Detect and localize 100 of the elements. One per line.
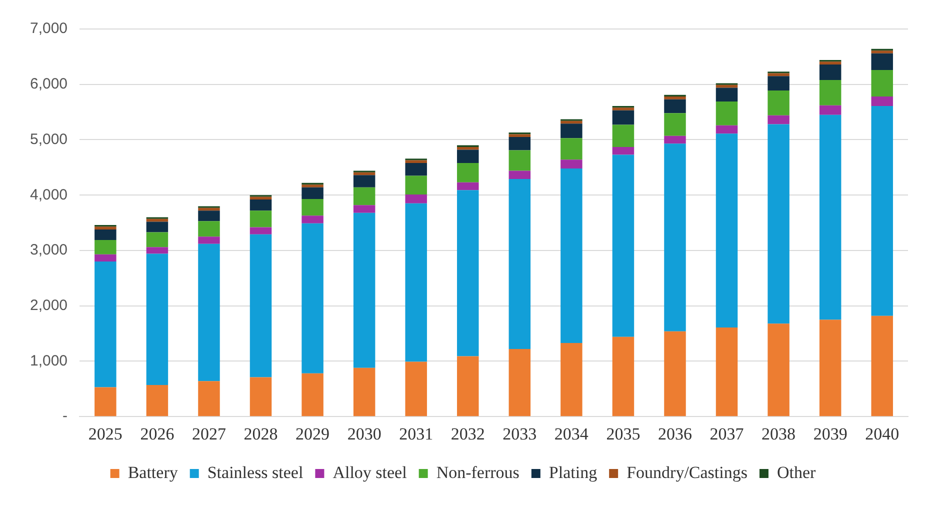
bar bbox=[250, 234, 272, 378]
bar bbox=[716, 88, 738, 102]
bar bbox=[508, 134, 531, 137]
x-tick-label: 2038 bbox=[762, 424, 796, 444]
bar bbox=[405, 163, 427, 176]
bar bbox=[198, 244, 220, 382]
bar bbox=[353, 175, 376, 188]
x-tick-label: 2034 bbox=[554, 424, 589, 444]
legend-label: Foundry/Castings bbox=[626, 462, 748, 482]
bar bbox=[560, 342, 582, 416]
x-tick-label: 2027 bbox=[192, 424, 226, 444]
bar bbox=[146, 254, 168, 386]
y-tick-label: 3,000 bbox=[30, 242, 68, 259]
bar bbox=[612, 124, 634, 147]
bar bbox=[353, 212, 376, 368]
bar bbox=[405, 194, 427, 204]
bar bbox=[871, 96, 893, 106]
bar bbox=[94, 262, 116, 388]
bar bbox=[457, 190, 479, 356]
bar bbox=[664, 144, 686, 332]
bar bbox=[664, 99, 686, 114]
bar bbox=[560, 120, 582, 124]
bar bbox=[768, 76, 790, 90]
bar bbox=[664, 96, 686, 100]
bar bbox=[457, 163, 479, 182]
bar bbox=[94, 240, 116, 254]
bar bbox=[457, 146, 479, 150]
bar bbox=[198, 381, 220, 416]
x-tick-label: 2030 bbox=[347, 424, 382, 444]
bar bbox=[819, 80, 842, 106]
bar bbox=[819, 62, 842, 64]
bar bbox=[560, 160, 582, 169]
bar bbox=[716, 125, 738, 134]
bar bbox=[768, 324, 790, 416]
x-tick-label: 2040 bbox=[865, 424, 900, 444]
bar bbox=[871, 106, 893, 316]
bar bbox=[302, 184, 324, 188]
bar bbox=[871, 53, 893, 70]
legend-label: Other bbox=[776, 462, 816, 482]
legend-label: Alloy steel bbox=[332, 462, 408, 482]
bar bbox=[198, 221, 220, 237]
x-tick-label: 2032 bbox=[450, 424, 485, 444]
bar bbox=[353, 368, 376, 416]
bar bbox=[94, 387, 116, 416]
bar bbox=[302, 373, 324, 416]
bar bbox=[716, 102, 738, 126]
x-tick-label: 2025 bbox=[88, 424, 122, 444]
bar bbox=[146, 232, 168, 248]
x-tick-label: 2028 bbox=[244, 424, 278, 444]
bar bbox=[768, 90, 790, 116]
bar bbox=[94, 229, 116, 240]
bar bbox=[716, 327, 738, 416]
bar bbox=[250, 210, 272, 228]
bar bbox=[302, 223, 324, 374]
bar bbox=[560, 124, 582, 138]
bar bbox=[560, 138, 582, 160]
bar bbox=[94, 226, 116, 230]
bar bbox=[302, 216, 324, 224]
bar bbox=[353, 205, 376, 213]
legend-label: Battery bbox=[128, 462, 178, 482]
legend-label: Non-ferrous bbox=[436, 462, 520, 482]
y-tick-label: - bbox=[62, 408, 68, 425]
bar bbox=[716, 134, 738, 328]
bar bbox=[508, 179, 531, 350]
bar bbox=[871, 70, 893, 97]
bar bbox=[819, 114, 842, 320]
bar bbox=[768, 115, 790, 124]
x-tick-label: 2033 bbox=[502, 424, 537, 444]
bar bbox=[612, 154, 634, 337]
bar bbox=[353, 187, 376, 206]
bar bbox=[146, 385, 168, 416]
bar bbox=[405, 203, 427, 362]
bar bbox=[664, 136, 686, 144]
bar bbox=[819, 105, 842, 115]
bar bbox=[405, 362, 427, 416]
bar bbox=[198, 210, 220, 222]
bar bbox=[508, 136, 531, 150]
bar bbox=[250, 227, 272, 234]
bar bbox=[664, 113, 686, 136]
legend-label: Plating bbox=[548, 462, 598, 482]
bar bbox=[405, 160, 427, 163]
legend-label: Stainless steel bbox=[207, 462, 304, 482]
bar bbox=[612, 108, 634, 110]
x-tick-label: 2029 bbox=[296, 424, 330, 444]
y-tick-label: 2,000 bbox=[30, 297, 68, 314]
x-tick-label: 2036 bbox=[658, 424, 692, 444]
bar bbox=[405, 176, 427, 195]
bar bbox=[250, 200, 272, 211]
y-tick-label: 4,000 bbox=[30, 186, 68, 204]
bar bbox=[560, 168, 582, 343]
bar bbox=[871, 316, 893, 416]
y-tick-label: 1,000 bbox=[30, 352, 68, 370]
x-tick-label: 2037 bbox=[710, 424, 744, 444]
bar bbox=[612, 110, 634, 125]
bar bbox=[146, 247, 168, 254]
bar bbox=[612, 146, 634, 155]
bar bbox=[457, 356, 479, 416]
bar bbox=[819, 64, 842, 80]
bar bbox=[457, 182, 479, 190]
bar bbox=[198, 208, 220, 211]
